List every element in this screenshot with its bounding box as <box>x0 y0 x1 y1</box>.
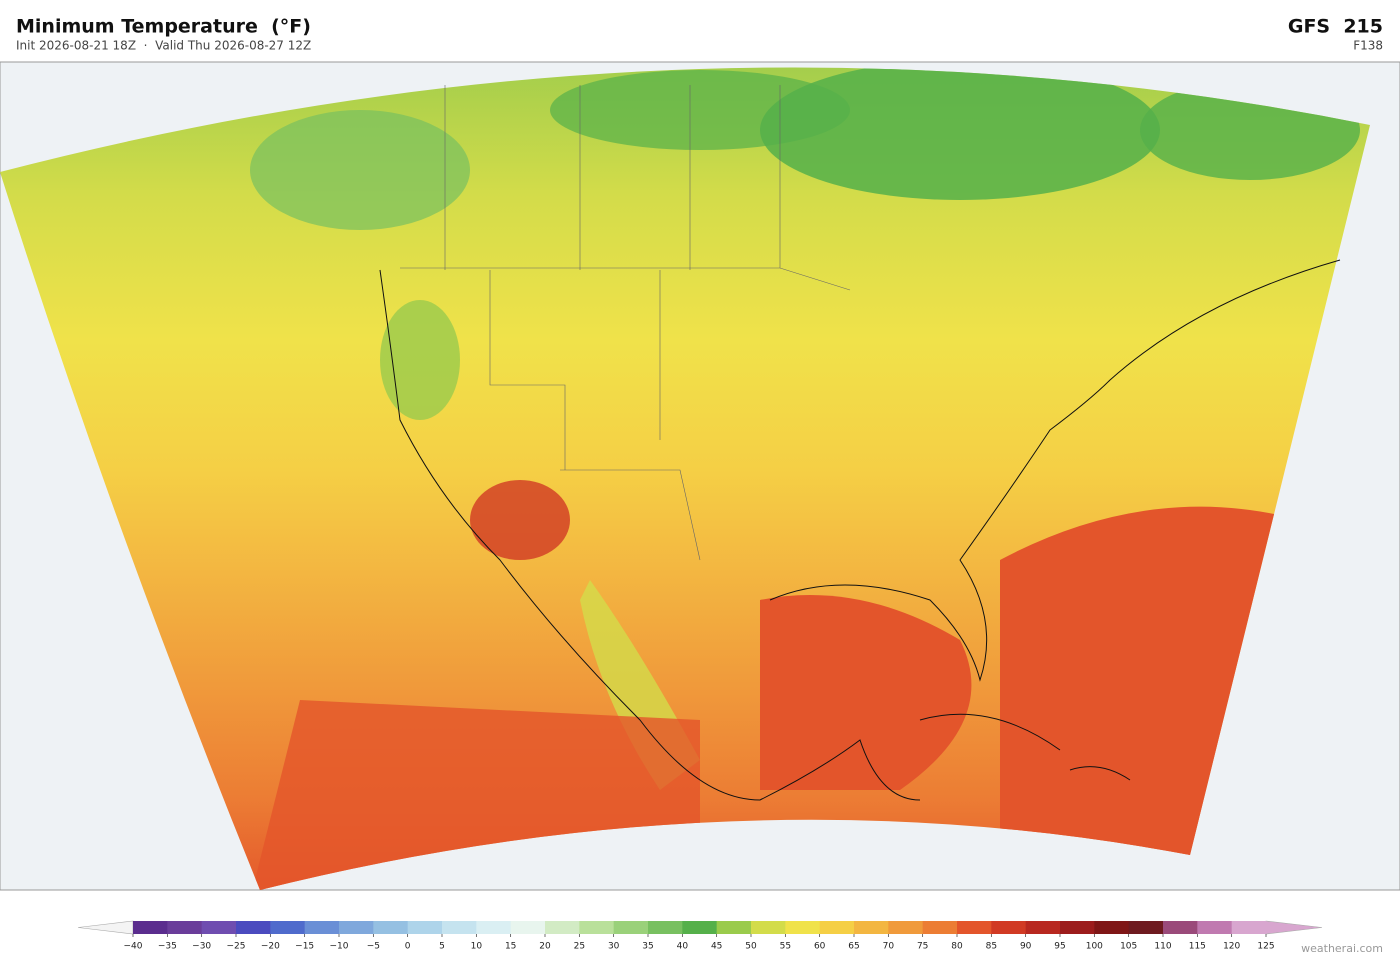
colorbar-bin <box>373 921 409 934</box>
colorbar-tick-label: −30 <box>192 942 211 952</box>
colorbar-tick-label: −35 <box>158 942 177 952</box>
colorbar-tick-label: 70 <box>883 942 895 952</box>
colorbar-bin <box>751 921 786 934</box>
colorbar-over <box>1265 920 1323 935</box>
colorbar-bin <box>339 921 374 934</box>
colorbar-tick-label: 35 <box>642 942 653 952</box>
colorbar-bin <box>407 921 443 934</box>
colorbar-tick-label: 65 <box>848 942 859 952</box>
colorbar-bin <box>1094 921 1130 934</box>
colorbar-bin <box>1197 921 1233 934</box>
colorbar-bin <box>785 921 821 934</box>
colorbar-tick-label: 80 <box>951 942 963 952</box>
colorbar-tick-label: 115 <box>1189 942 1206 952</box>
colorbar-tick-label: 75 <box>917 942 928 952</box>
colorbar-bin <box>270 921 306 934</box>
colorbar-bin <box>682 921 718 934</box>
colorbar-bin <box>442 921 477 934</box>
colorbar-bin <box>476 921 512 934</box>
colorbar-tick-label: 105 <box>1120 942 1137 952</box>
colorbar-tick-label: 120 <box>1223 942 1240 952</box>
colorbar-bin <box>167 921 203 934</box>
colorbar-tick-label: 50 <box>745 942 757 952</box>
colorbar-bin <box>510 921 546 934</box>
colorbar-tick-label: 55 <box>780 942 791 952</box>
colorbar-under <box>77 920 134 935</box>
colorbar-tick-label: 110 <box>1154 942 1171 952</box>
colorbar-bin <box>201 921 237 934</box>
colorbar-tick-label: −40 <box>124 942 143 952</box>
colorbar-tick-label: 100 <box>1086 942 1103 952</box>
colorbar-tick-label: 0 <box>405 942 411 952</box>
colorbar-tick-label: 60 <box>814 942 826 952</box>
colorbar-bin <box>854 921 889 934</box>
colorbar-bin <box>648 921 683 934</box>
map-title: Minimum Temperature (°F) <box>16 16 311 38</box>
colorbar-tick-label: 85 <box>986 942 997 952</box>
colorbar-bin <box>957 921 992 934</box>
coastlines <box>379 259 1341 801</box>
colorbar-bin <box>1060 921 1095 934</box>
watermark: weatherai.com <box>1301 942 1383 955</box>
colorbar-tick-label: 90 <box>1020 942 1032 952</box>
forecast-hour: F138 <box>1353 39 1383 53</box>
colorbar-bin <box>236 921 271 934</box>
colorbar-tick-label: 30 <box>608 942 620 952</box>
colorbar-bin <box>1231 921 1267 934</box>
colorbar-bin <box>579 921 615 934</box>
colorbar-bin <box>1163 921 1198 934</box>
colorbar-tick-label: 5 <box>439 942 445 952</box>
colorbar-tick-label: 45 <box>711 942 722 952</box>
colorbar-tick-label: 10 <box>471 942 483 952</box>
borders <box>400 85 851 561</box>
colorbar-tick-label: −5 <box>367 942 380 952</box>
colorbar-tick-label: −10 <box>330 942 349 952</box>
colorbar-bin <box>1128 921 1164 934</box>
colorbar-bin <box>613 921 649 934</box>
colorbar-bin <box>991 921 1027 934</box>
colorbar-bin <box>304 921 340 934</box>
colorbar-tick-label: −20 <box>261 942 280 952</box>
colorbar-tick-label: 20 <box>539 942 551 952</box>
colorbar-tick-label: −15 <box>295 942 314 952</box>
colorbar-bin <box>545 921 580 934</box>
colorbar-tick-label: 125 <box>1257 942 1274 952</box>
colorbar-bin <box>888 921 924 934</box>
model-label: GFS 215 <box>1288 16 1383 38</box>
colorbar-bin <box>922 921 958 934</box>
colorbar-bin <box>716 921 752 934</box>
colorbar-tick-label: 15 <box>505 942 516 952</box>
colorbar-tick-label: −25 <box>227 942 246 952</box>
colorbar: −40 −35 −30 −25 −20 −15 −10 −5 0 5 10 15 20 25 30 35 40 4… <box>77 920 1323 952</box>
colorbar-tick-label: 25 <box>574 942 585 952</box>
colorbar-bin <box>1025 921 1061 934</box>
map-subtitle: Init 2026-08-21 18Z · Valid Thu 2026-08-… <box>16 39 311 53</box>
colorbar-bin <box>133 921 168 934</box>
colorbar-tick-label: 40 <box>677 942 689 952</box>
colorbar-bin <box>819 921 855 934</box>
colorbar-tick-label: 95 <box>1054 942 1065 952</box>
